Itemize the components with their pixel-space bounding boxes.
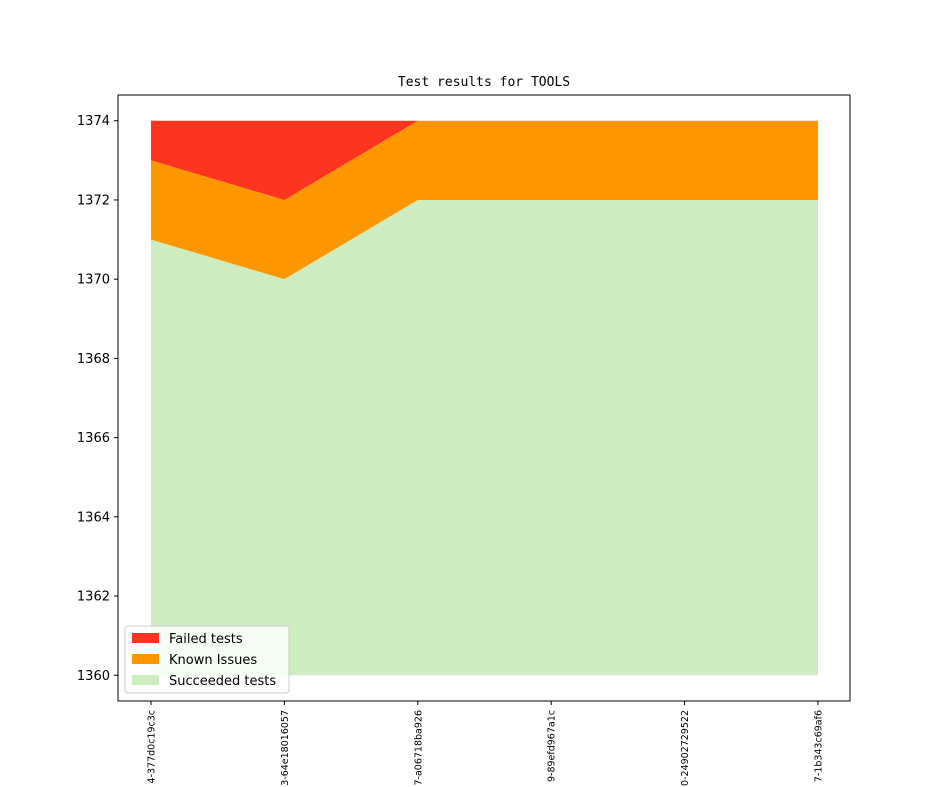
- legend-label: Failed tests: [169, 632, 243, 647]
- legend: Failed tests Known Issues Succeeded tests: [124, 625, 290, 694]
- y-axis: 1360 1362 1364 1366 1368 1370 1372 1374: [77, 114, 118, 684]
- x-tick-label: 7-a06718ba926: [413, 710, 424, 786]
- legend-label: Known Issues: [169, 653, 257, 668]
- y-tick-label: 1374: [77, 114, 110, 129]
- y-tick-label: 1372: [77, 193, 110, 208]
- y-tick-label: 1366: [77, 431, 110, 446]
- legend-box: [124, 625, 290, 694]
- x-tick-label: 0-24902729522: [680, 710, 691, 786]
- y-tick-label: 1362: [77, 590, 110, 605]
- y-tick-label: 1360: [77, 669, 110, 684]
- y-tick-label: 1370: [77, 273, 110, 288]
- y-tick-label: 1364: [77, 510, 110, 525]
- area-succeeded-tests: [151, 199, 818, 676]
- legend-swatch: [132, 675, 159, 685]
- x-axis: 4-377d0c19c3c 3-64e18016057 7-a06718ba926 9…: [147, 701, 825, 786]
- plot-areas: [151, 120, 818, 676]
- area-known-issues: [151, 120, 818, 280]
- x-tick-label: 7-1b343c69af6: [814, 710, 825, 782]
- area-failed-tests: [151, 120, 818, 200]
- y-tick-label: 1368: [77, 352, 110, 367]
- legend-swatch: [132, 633, 159, 643]
- legend-label: Succeeded tests: [169, 674, 276, 689]
- x-tick-label: 3-64e18016057: [280, 710, 291, 786]
- chart-title: Test results for TOOLS: [398, 75, 570, 90]
- x-tick-label: 4-377d0c19c3c: [147, 710, 158, 783]
- legend-swatch: [132, 654, 159, 664]
- x-tick-label: 9-89efd967a1c: [547, 710, 558, 782]
- plot-frame: [117, 94, 851, 702]
